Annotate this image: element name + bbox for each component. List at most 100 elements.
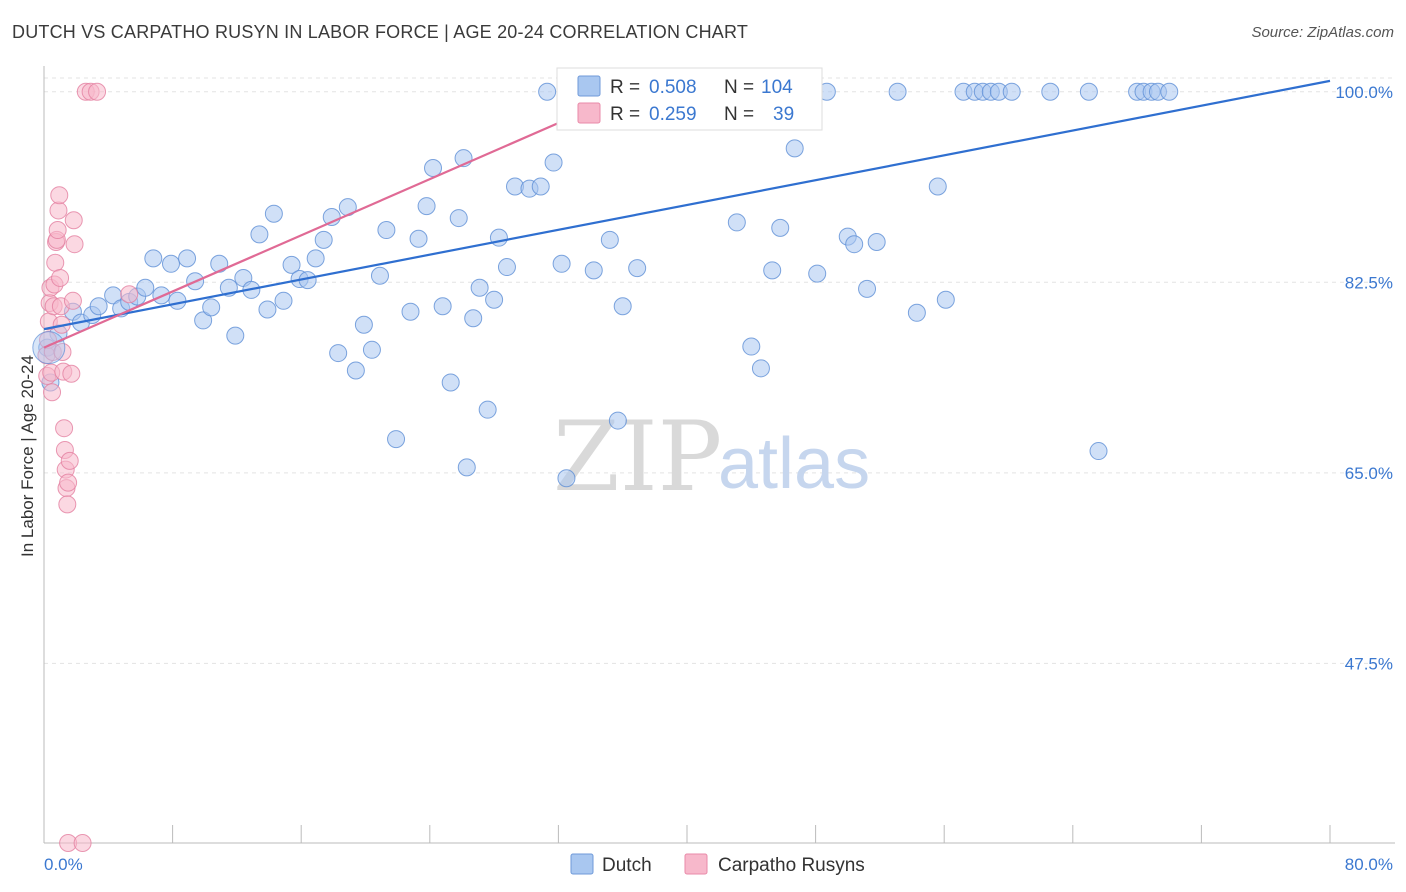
carpatho-point	[55, 419, 74, 438]
dutch-point	[489, 228, 508, 247]
carpatho-point	[48, 221, 67, 240]
dutch-point	[441, 373, 460, 392]
dutch-point	[314, 230, 333, 249]
x-tick-label: 80.0%	[1345, 855, 1393, 874]
dutch-point	[226, 326, 245, 345]
watermark-zip: ZIP	[553, 401, 722, 513]
legend-r-label-dutch: R =	[610, 77, 640, 98]
dutch-point	[584, 261, 603, 280]
dutch-point	[401, 302, 420, 321]
legend-n-value-dutch: 104	[761, 77, 793, 98]
carpatho-point	[49, 201, 68, 220]
tick-labels: 100.0% 82.5% 65.0% 47.5% 0.0% 80.0%	[44, 83, 1393, 874]
dutch-point	[377, 221, 396, 240]
legend-swatch-dutch	[577, 75, 601, 97]
dutch-point	[785, 139, 804, 158]
carpatho-point	[64, 211, 83, 230]
dutch-point	[168, 291, 187, 310]
legend-n-label-dutch: N =	[724, 77, 754, 98]
carpatho-point	[50, 186, 69, 205]
dutch-point	[210, 254, 229, 273]
carpatho-point	[62, 364, 81, 383]
dutch-point	[485, 290, 504, 309]
legend-r-label-carpatho: R =	[610, 104, 640, 125]
watermark-atlas: atlas	[718, 424, 870, 504]
dutch-point	[370, 266, 389, 285]
dutch-point	[867, 233, 886, 252]
dutch-point	[258, 300, 277, 319]
dutch-cluster-point	[32, 331, 66, 365]
dutch-point	[250, 225, 269, 244]
carpatho-point	[43, 383, 62, 402]
carpatho-point	[63, 291, 82, 310]
dutch-point	[202, 298, 221, 317]
legend-r-value-carpatho: 0.259	[649, 104, 697, 125]
dutch-point	[464, 309, 483, 328]
dutch-point	[457, 458, 476, 477]
dutch-point	[497, 258, 516, 277]
carpatho-point	[65, 235, 84, 254]
dutch-point	[1079, 82, 1098, 101]
carpatho-trendline	[43, 79, 656, 349]
watermark: ZIP atlas	[553, 401, 870, 513]
carpatho-point	[73, 834, 92, 852]
dutch-point	[306, 249, 325, 268]
dutch-point	[470, 278, 489, 297]
dutch-point	[538, 82, 557, 101]
dutch-trendline	[43, 79, 1331, 331]
legend-swatch-carpatho	[577, 102, 601, 124]
dutch-point	[600, 230, 619, 249]
dutch-point	[89, 297, 108, 316]
legend-n-label-carpatho: N =	[724, 104, 754, 125]
dutch-point	[1002, 82, 1021, 101]
dutch-point	[329, 344, 348, 363]
x-tick-label: 0.0%	[44, 855, 83, 874]
y-tick-label: 47.5%	[1345, 654, 1393, 673]
dutch-point	[478, 400, 497, 419]
carpatho-point	[120, 285, 139, 304]
bottom-legend: Dutch Carpatho Rusyns	[570, 853, 865, 876]
dutch-point	[282, 255, 301, 274]
dutch-point	[552, 254, 571, 273]
dutch-point	[727, 213, 746, 232]
dutch-point	[763, 261, 782, 280]
dutch-point	[194, 311, 213, 330]
dutch-point	[531, 177, 550, 196]
source-label: Source: ZipAtlas.com	[1251, 24, 1394, 41]
carpatho-point	[59, 473, 78, 492]
dutch-point	[449, 209, 468, 228]
dutch-point	[387, 430, 406, 449]
dutch-point	[771, 218, 790, 237]
dutch-point	[409, 229, 428, 248]
axes	[43, 66, 1395, 844]
dutch-point	[936, 290, 955, 309]
carpatho-point	[58, 495, 77, 514]
dutch-point	[808, 264, 827, 283]
dutch-point	[888, 82, 907, 101]
carpatho-point	[51, 268, 70, 287]
dutch-point	[433, 297, 452, 316]
dutch-point	[136, 278, 155, 297]
bottom-legend-label-dutch: Dutch	[602, 855, 652, 876]
y-tick-label: 65.0%	[1345, 464, 1393, 483]
dutch-point	[608, 411, 627, 430]
dutch-point	[178, 249, 197, 268]
dutch-point	[628, 259, 647, 278]
bottom-legend-swatch-dutch	[570, 853, 594, 875]
legend-n-value-carpatho: 39	[773, 104, 794, 125]
dutch-point	[907, 303, 926, 322]
dutch-point	[417, 197, 436, 216]
dutch-point	[354, 315, 373, 334]
legend-r-value-dutch: 0.508	[649, 77, 697, 98]
dutch-point	[613, 297, 632, 316]
dutch-point	[742, 337, 761, 356]
carpatho-point	[88, 82, 107, 101]
dutch-point	[1089, 442, 1108, 461]
dutch-point	[424, 158, 443, 177]
dutch-point	[557, 469, 576, 488]
carpatho-point	[46, 253, 65, 272]
dutch-point	[845, 235, 864, 254]
dutch-point	[928, 177, 947, 196]
y-tick-label: 82.5%	[1345, 273, 1393, 292]
